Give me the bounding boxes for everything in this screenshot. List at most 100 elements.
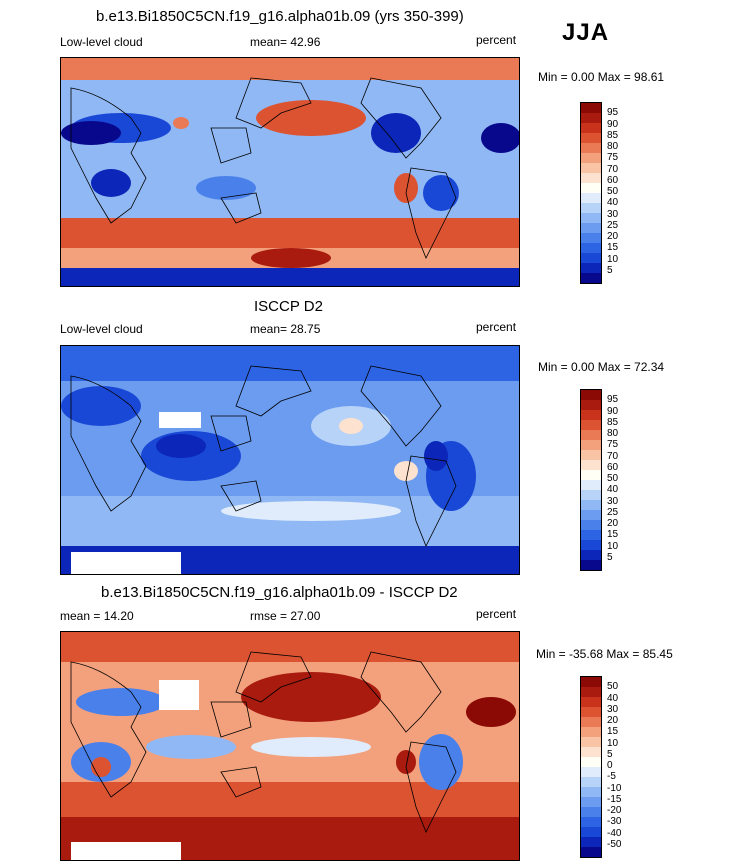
panel3-map — [60, 631, 520, 861]
panel1-map — [60, 57, 520, 287]
colorbar-segment — [581, 263, 601, 273]
panel2-tick: 60 — [607, 461, 619, 473]
colorbar-segment — [581, 687, 601, 697]
panel2-minmax: Min = 0.00 Max = 72.34 — [538, 360, 665, 374]
colorbar-segment — [581, 717, 601, 727]
panel3-map-canvas — [61, 632, 519, 860]
panel2-tick: 75 — [607, 439, 619, 451]
panel2-tick: 25 — [607, 506, 619, 518]
panel3-tick: 40 — [607, 692, 619, 704]
colorbar-segment — [581, 430, 601, 440]
colorbar-segment — [581, 243, 601, 253]
colorbar-segment — [581, 223, 601, 233]
colorbar-segment — [581, 460, 601, 470]
panel3-minmax: Min = -35.68 Max = 85.45 — [536, 647, 673, 661]
panel1-tick: 75 — [607, 152, 619, 164]
panel1-tick: 85 — [607, 129, 619, 141]
colorbar-segment — [581, 390, 601, 400]
panel1-tick: 40 — [607, 197, 619, 209]
colorbar-segment — [581, 677, 601, 687]
panel3-tick: -40 — [607, 827, 622, 839]
colorbar-segment — [581, 530, 601, 540]
colorbar-segment — [581, 520, 601, 530]
colorbar-segment — [581, 143, 601, 153]
colorbar-segment — [581, 797, 601, 807]
colorbar-segment — [581, 777, 601, 787]
panel1-tick: 20 — [607, 231, 619, 242]
panel2-colorbar-ticks: 95 90 85 80 75 70 60 50 40 30 25 20 15 1… — [607, 389, 637, 569]
panel2-tick: 40 — [607, 484, 619, 496]
panel3-mean-label: mean = 14.20 — [60, 609, 134, 623]
colorbar-segment — [581, 410, 601, 420]
panel3-tick: 10 — [607, 737, 619, 749]
colorbar-segment — [581, 490, 601, 500]
panel3-colorbar — [580, 676, 602, 858]
panel2-variable-label: Low-level cloud — [60, 322, 143, 336]
colorbar-segment — [581, 510, 601, 520]
colorbar-segment — [581, 480, 601, 490]
panel2-tick: 30 — [607, 495, 619, 507]
colorbar-segment — [581, 550, 601, 560]
panel3-tick: -10 — [607, 782, 622, 794]
colorbar-segment — [581, 183, 601, 193]
panel1-tick: 15 — [607, 242, 619, 254]
panel3-tick: 20 — [607, 715, 619, 726]
panel2-map — [60, 345, 520, 575]
colorbar-segment — [581, 737, 601, 747]
colorbar-segment — [581, 193, 601, 203]
colorbar-segment — [581, 400, 601, 410]
colorbar-segment — [581, 440, 601, 450]
panel1-tick: 90 — [607, 118, 619, 130]
colorbar-segment — [581, 707, 601, 717]
colorbar-segment — [581, 787, 601, 797]
colorbar-segment — [581, 123, 601, 133]
panel1-tick: 30 — [607, 208, 619, 220]
panel2-tick: 15 — [607, 529, 619, 541]
colorbar-segment — [581, 133, 601, 143]
panel2-title: ISCCP D2 — [254, 298, 323, 315]
panel1-colorbar — [580, 102, 602, 284]
colorbar-segment — [581, 540, 601, 550]
colorbar-segment — [581, 500, 601, 510]
colorbar-segment — [581, 470, 601, 480]
panel1-mean-label: mean= 42.96 — [250, 35, 321, 49]
panel2-tick: 5 — [607, 551, 613, 563]
colorbar-segment — [581, 163, 601, 173]
panel2-tick: 10 — [607, 540, 619, 552]
panel3-tick: 5 — [607, 748, 613, 760]
colorbar-segment — [581, 420, 601, 430]
colorbar-segment — [581, 767, 601, 777]
panel3-tick: 50 — [607, 681, 619, 693]
panel2-tick: 95 — [607, 394, 619, 406]
panel1-tick: 60 — [607, 174, 619, 186]
colorbar-segment — [581, 173, 601, 183]
panel1-tick: 5 — [607, 264, 613, 276]
panel2-tick: 85 — [607, 416, 619, 428]
panel2-colorbar — [580, 389, 602, 571]
panel3-tick: 15 — [607, 726, 619, 738]
panel1-tick: 95 — [607, 107, 619, 119]
panel2-units-label: percent — [476, 320, 517, 334]
panel1-variable-label: Low-level cloud — [60, 35, 143, 49]
panel2-tick: 20 — [607, 518, 619, 529]
panel1-colorbar-ticks: 95 90 85 80 75 70 60 50 40 30 25 20 15 1… — [607, 102, 637, 282]
panel3-tick: 0 — [607, 760, 613, 771]
panel2-tick: 70 — [607, 450, 619, 462]
panel1-tick: 50 — [607, 186, 619, 197]
colorbar-segment — [581, 697, 601, 707]
colorbar-segment — [581, 817, 601, 827]
panel3-tick: -5 — [607, 771, 616, 783]
panel1-tick: 25 — [607, 219, 619, 231]
colorbar-segment — [581, 113, 601, 123]
colorbar-segment — [581, 847, 601, 857]
panel3-tick: -30 — [607, 816, 622, 828]
colorbar-segment — [581, 827, 601, 837]
season-label: JJA — [562, 19, 610, 46]
colorbar-segment — [581, 203, 601, 213]
panel1-tick: 10 — [607, 253, 619, 265]
colorbar-segment — [581, 837, 601, 847]
colorbar-segment — [581, 233, 601, 243]
panel2-tick: 90 — [607, 405, 619, 417]
panel1-units-label: percent — [476, 33, 517, 47]
panel1-map-canvas — [61, 58, 519, 286]
